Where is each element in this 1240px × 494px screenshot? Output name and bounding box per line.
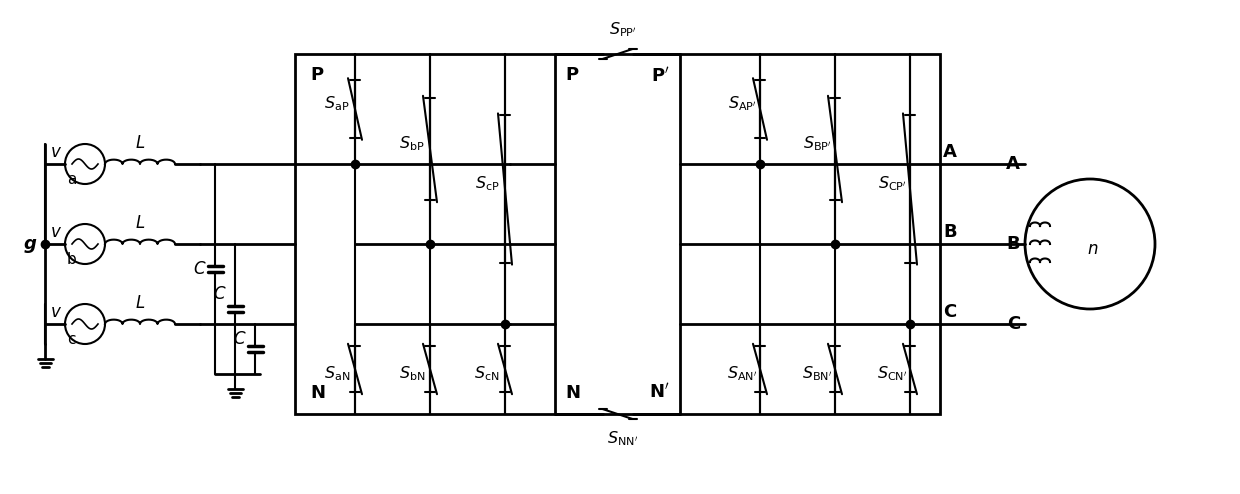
Text: $S_{\rm aP}$: $S_{\rm aP}$ — [325, 95, 350, 113]
Text: $L$: $L$ — [135, 214, 145, 232]
Text: $S_{\rm BP'}$: $S_{\rm BP'}$ — [802, 135, 831, 153]
Text: $C$: $C$ — [193, 260, 207, 278]
Text: $S_{\rm aN}$: $S_{\rm aN}$ — [324, 365, 350, 383]
Text: $S_{\rm PP^{\prime}}$: $S_{\rm PP^{\prime}}$ — [609, 20, 636, 39]
Text: $S_{\rm BN'}$: $S_{\rm BN'}$ — [802, 365, 832, 383]
Text: N$'$: N$'$ — [650, 383, 670, 402]
Text: $C$: $C$ — [233, 330, 247, 348]
Text: $L$: $L$ — [135, 134, 145, 152]
Text: $S_{\rm bN}$: $S_{\rm bN}$ — [399, 365, 425, 383]
Text: B: B — [942, 223, 956, 241]
Text: $S_{\rm CP'}$: $S_{\rm CP'}$ — [878, 175, 906, 193]
Text: n: n — [1087, 240, 1099, 258]
Text: C: C — [942, 303, 956, 321]
Text: $C$: $C$ — [213, 285, 227, 303]
Text: $v$: $v$ — [50, 303, 62, 321]
Text: B: B — [1007, 235, 1021, 253]
Text: C: C — [1007, 315, 1021, 333]
Text: $S_{\rm CN'}$: $S_{\rm CN'}$ — [877, 365, 908, 383]
Text: b: b — [67, 252, 77, 267]
Text: c: c — [67, 332, 76, 347]
Text: A: A — [942, 143, 957, 161]
Text: $v$: $v$ — [50, 143, 62, 161]
Text: $v$: $v$ — [50, 223, 62, 241]
Text: $L$: $L$ — [135, 294, 145, 312]
Text: $S_{\rm bP}$: $S_{\rm bP}$ — [399, 135, 425, 153]
Text: $S_{\rm AN'}$: $S_{\rm AN'}$ — [727, 365, 758, 383]
Text: N: N — [310, 384, 325, 402]
Text: $S_{\rm cN}$: $S_{\rm cN}$ — [474, 365, 500, 383]
Text: P: P — [565, 66, 578, 84]
Text: P: P — [310, 66, 324, 84]
Text: $S_{\rm cP}$: $S_{\rm cP}$ — [475, 175, 500, 193]
Text: A: A — [1006, 155, 1021, 173]
Text: P$'$: P$'$ — [651, 66, 670, 85]
Text: a: a — [67, 172, 77, 187]
Text: g: g — [24, 235, 37, 253]
Text: N: N — [565, 384, 580, 402]
Text: $S_{\rm AP'}$: $S_{\rm AP'}$ — [728, 95, 756, 113]
Text: $S_{\rm NN^{\prime}}$: $S_{\rm NN^{\prime}}$ — [606, 429, 639, 448]
